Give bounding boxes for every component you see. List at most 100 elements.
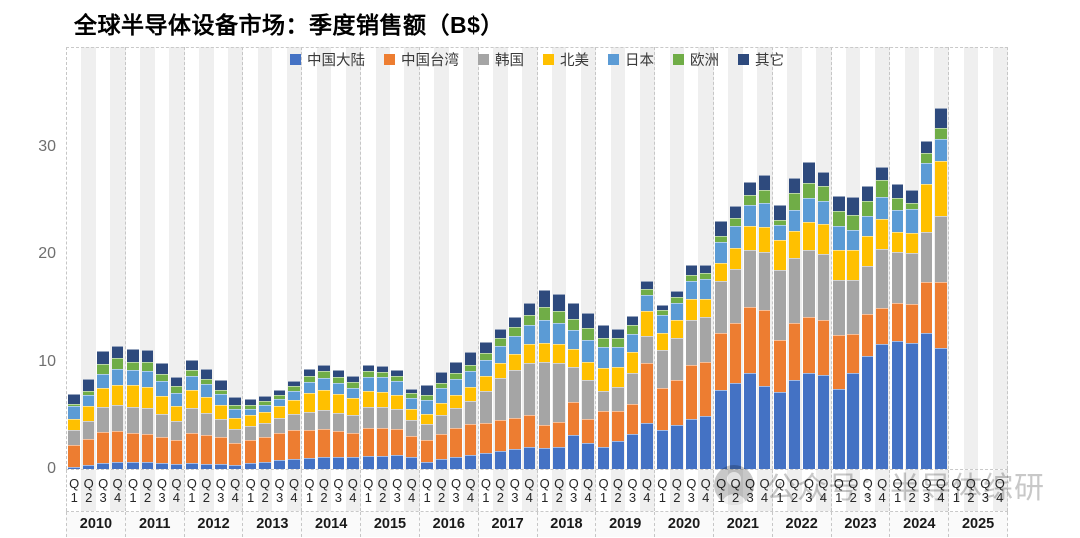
bar-2023-q1 — [832, 47, 846, 469]
na-segment — [803, 222, 815, 250]
jp-segment — [200, 384, 213, 398]
eu-segment — [612, 338, 624, 347]
na-segment — [641, 311, 653, 336]
na-segment — [229, 418, 241, 429]
watermark-text: 公众号：半导体综研 — [766, 472, 1045, 505]
bar-2019-q1 — [596, 47, 610, 469]
legend-label-tw: 中国台湾 — [401, 53, 459, 69]
stacked-bar — [111, 345, 124, 469]
bar-2018-q1 — [538, 47, 552, 469]
bar-2014-q3 — [331, 47, 345, 469]
jp-segment — [729, 226, 742, 248]
na-segment — [186, 390, 198, 409]
cn-segment — [273, 459, 286, 469]
kr-segment — [82, 420, 95, 440]
na-segment — [450, 394, 462, 408]
kr-segment — [774, 270, 786, 341]
jp-segment — [421, 399, 433, 414]
bar-2020-q2 — [669, 47, 685, 469]
na-segment — [347, 398, 359, 416]
tw-segment — [421, 440, 433, 462]
year-label-2020: 2020 — [654, 512, 713, 537]
other-segment — [523, 302, 536, 315]
other-segment — [362, 364, 375, 372]
kr-segment — [891, 252, 904, 303]
bar-2011-q3 — [155, 47, 169, 469]
tw-segment — [303, 430, 316, 459]
bar-2016-q3 — [449, 47, 463, 469]
jp-segment — [111, 368, 124, 385]
other-segment — [876, 167, 888, 181]
eu-segment — [200, 378, 213, 385]
na-segment — [758, 227, 771, 253]
eu-segment — [332, 376, 345, 383]
stacked-bar — [553, 293, 565, 469]
stacked-bar — [318, 365, 330, 469]
jp-segment — [876, 197, 888, 219]
eu-segment — [715, 236, 727, 243]
bar-2020-q4 — [698, 47, 714, 469]
kr-segment — [186, 408, 198, 434]
legend-item-cn: 中国大陆 — [290, 49, 365, 70]
cn-segment — [597, 446, 610, 469]
eu-segment — [288, 385, 300, 391]
jp-segment — [273, 398, 286, 407]
stacked-bar — [715, 221, 727, 469]
tw-segment — [891, 302, 904, 342]
kr-segment — [215, 419, 227, 438]
other-segment — [774, 204, 786, 220]
stacked-bar — [273, 389, 286, 469]
cn-segment — [244, 463, 257, 469]
jp-segment — [303, 382, 316, 393]
cn-segment — [405, 457, 418, 469]
kr-segment — [141, 408, 154, 434]
cn-segment — [699, 416, 712, 469]
jp-segment — [362, 376, 375, 391]
stacked-bar — [435, 372, 448, 469]
na-segment — [259, 412, 271, 424]
legend-item-tw: 中国台湾 — [384, 49, 459, 70]
tw-segment — [641, 362, 653, 423]
tw-segment — [494, 419, 507, 451]
cn-segment — [582, 443, 594, 469]
y-tick-30: 30 — [38, 137, 56, 155]
tw-segment — [376, 428, 389, 456]
eu-segment — [141, 361, 154, 371]
jp-segment — [332, 382, 345, 394]
kr-segment — [362, 406, 375, 429]
stacked-bar — [876, 167, 888, 469]
eu-segment — [538, 307, 551, 320]
other-segment — [141, 349, 154, 362]
stacked-bar — [288, 381, 300, 469]
tw-segment — [273, 433, 286, 460]
cn-segment — [480, 452, 492, 469]
na-segment — [421, 413, 433, 424]
kr-segment — [200, 413, 213, 435]
kr-segment — [127, 406, 139, 433]
other-segment — [186, 360, 198, 371]
kr-segment — [626, 373, 639, 404]
jp-segment — [435, 388, 448, 404]
other-segment — [817, 171, 830, 186]
x-axis-line — [66, 469, 1008, 470]
bar-2018-q4 — [580, 47, 597, 469]
jp-segment — [817, 200, 830, 225]
eu-segment — [509, 326, 521, 336]
year-label-2017: 2017 — [477, 512, 537, 537]
eu-segment — [318, 371, 330, 378]
other-segment — [111, 345, 124, 358]
stacked-bar — [494, 329, 507, 469]
jp-segment — [656, 315, 669, 333]
na-segment — [318, 389, 330, 411]
other-segment — [553, 293, 565, 312]
eu-segment — [376, 371, 389, 378]
